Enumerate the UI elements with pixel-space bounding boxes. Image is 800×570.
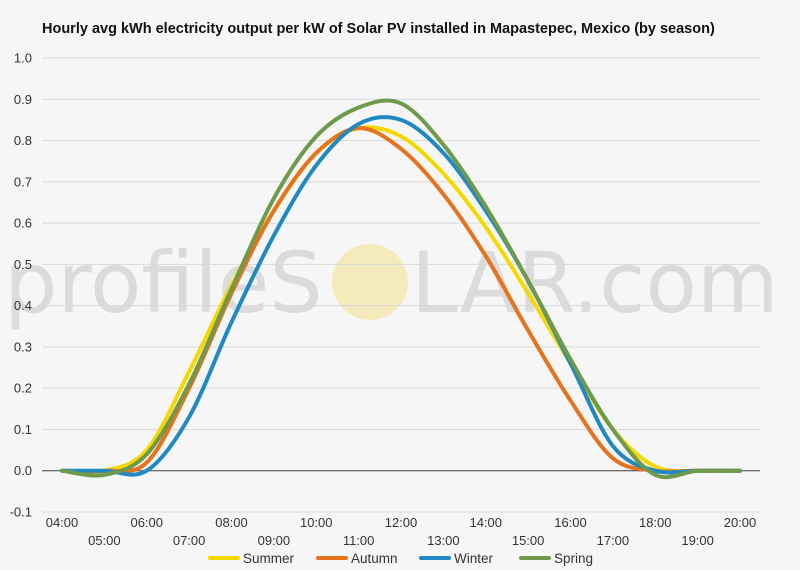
y-tick-label: 0.4 <box>14 298 32 313</box>
y-tick-label: 0.5 <box>14 257 32 272</box>
legend-label: Autumn <box>351 551 398 566</box>
y-tick-label: -0.1 <box>10 505 32 520</box>
x-tick-label: 06:00 <box>130 515 163 530</box>
x-tick-label: 19:00 <box>681 533 714 548</box>
watermark-text-left: profileS <box>4 234 323 332</box>
y-tick-label: 0.8 <box>14 133 32 148</box>
x-tick-label: 11:00 <box>343 533 375 548</box>
x-tick-label: 14:00 <box>469 515 502 530</box>
x-tick-label: 12:00 <box>385 515 418 530</box>
x-tick-label: 15:00 <box>512 533 545 548</box>
x-tick-label: 09:00 <box>258 533 291 548</box>
legend-label: Spring <box>554 551 593 566</box>
watermark-text-right: LAR.com <box>411 234 779 332</box>
x-tick-label: 10:00 <box>300 515 333 530</box>
y-tick-label: 1.0 <box>14 51 32 66</box>
x-tick-label: 07:00 <box>173 533 206 548</box>
y-axis-ticks: -0.1 0.0 0.1 0.2 0.3 0.4 0.5 0.6 0.7 0.8 0.9 1.0 <box>10 51 32 520</box>
y-tick-label: 0.3 <box>14 339 32 354</box>
x-tick-label: 04:00 <box>46 515 79 530</box>
x-axis-ticks: 04:00 05:00 06:00 07:00 08:00 09:00 10:00 11:00… <box>46 515 757 548</box>
series-line-autumn <box>60 126 742 474</box>
chart-title: Hourly avg kWh electricity output per kW… <box>42 21 715 37</box>
x-tick-label: 05:00 <box>88 533 121 548</box>
legend-item-winter[interactable]: Winter <box>419 551 494 566</box>
x-tick-label: 16:00 <box>554 515 587 530</box>
x-tick-label: 17:00 <box>597 533 630 548</box>
series-line-spring <box>60 98 742 480</box>
legend-item-summer[interactable]: Summer <box>208 551 295 566</box>
x-tick-label: 18:00 <box>639 515 672 530</box>
y-tick-label: 0.0 <box>14 463 32 478</box>
x-tick-label: 20:00 <box>724 515 757 530</box>
watermark: profileS LAR.com <box>4 234 779 332</box>
x-tick-label: 13:00 <box>427 533 460 548</box>
legend[interactable]: Summer Autumn Winter Spring <box>208 551 593 566</box>
legend-item-spring[interactable]: Spring <box>519 551 593 566</box>
series-line-winter <box>60 115 742 477</box>
series-lines <box>60 98 742 480</box>
watermark-sun-icon <box>332 244 408 320</box>
legend-label: Summer <box>243 551 295 566</box>
y-tick-label: 0.9 <box>14 92 32 107</box>
x-tick-label: 08:00 <box>215 515 248 530</box>
y-tick-label: 0.1 <box>14 422 32 437</box>
y-tick-label: 0.2 <box>14 381 32 396</box>
y-tick-label: 0.6 <box>14 216 32 231</box>
legend-label: Winter <box>454 551 494 566</box>
legend-item-autumn[interactable]: Autumn <box>316 551 398 566</box>
y-tick-label: 0.7 <box>14 174 32 189</box>
